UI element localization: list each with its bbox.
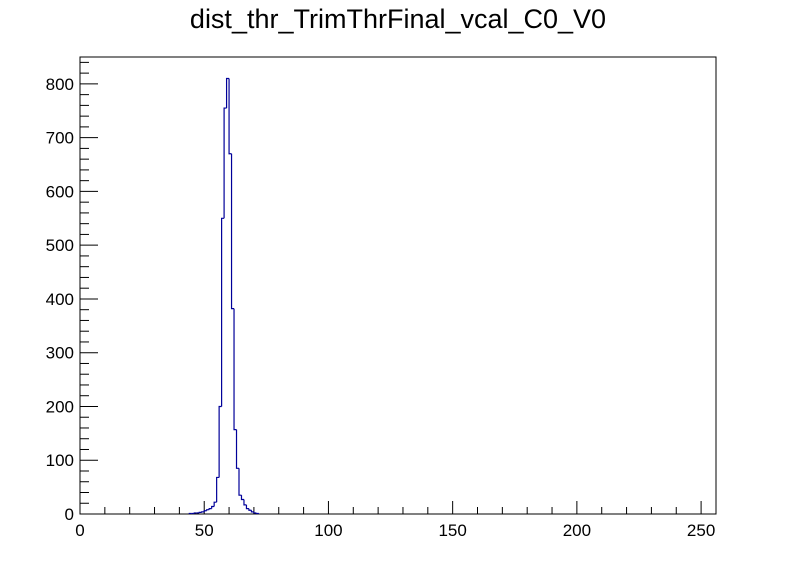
- y-tick-label: 0: [65, 505, 74, 524]
- histogram-bin: [235, 429, 239, 469]
- histogram-bin: [230, 153, 235, 310]
- histogram-bin: [240, 495, 244, 501]
- histogram-bin: [243, 499, 247, 506]
- x-tick-label: 200: [563, 521, 591, 540]
- chart-title: dist_thr_TrimThrFinal_vcal_C0_V0: [189, 4, 607, 34]
- y-tick-label: 700: [46, 129, 74, 148]
- histogram-bin: [188, 512, 192, 515]
- histogram-bin: [228, 78, 232, 155]
- histogram-bin: [245, 504, 249, 510]
- y-tick-label: 400: [46, 290, 74, 309]
- histogram-bin: [223, 107, 227, 219]
- x-tick-label: 150: [438, 521, 466, 540]
- x-tick-label: 100: [314, 521, 342, 540]
- histogram-bin: [203, 510, 207, 512]
- x-tick-label: 0: [75, 521, 84, 540]
- histogram-bin: [193, 512, 197, 514]
- histogram-bin: [206, 509, 210, 511]
- histogram-bin: [253, 511, 257, 514]
- histogram-bin: [238, 468, 242, 496]
- y-tick-label: 800: [46, 75, 74, 94]
- histogram-bin: [201, 511, 205, 513]
- histogram-bin: [255, 512, 259, 515]
- histogram-bin: [225, 77, 230, 109]
- y-tick-label: 200: [46, 397, 74, 416]
- x-tick-label: 250: [687, 521, 715, 540]
- histogram-bin: [233, 308, 237, 431]
- histogram-bin: [248, 508, 252, 511]
- plot-frame: [79, 56, 717, 515]
- x-tick-label: 50: [195, 521, 214, 540]
- y-tick-label: 500: [46, 236, 74, 255]
- histogram-bin: [216, 476, 220, 503]
- histogram-bin: [198, 511, 202, 513]
- histogram-bin: [213, 501, 217, 507]
- histogram-bin: [211, 505, 215, 509]
- histogram-bin: [221, 217, 225, 407]
- histogram-bin: [208, 508, 212, 510]
- histogram-bin: [250, 510, 254, 513]
- histogram-bin: [218, 405, 222, 478]
- y-tick-label: 100: [46, 451, 74, 470]
- y-tick-label: 600: [46, 182, 74, 201]
- y-tick-label: 300: [46, 344, 74, 363]
